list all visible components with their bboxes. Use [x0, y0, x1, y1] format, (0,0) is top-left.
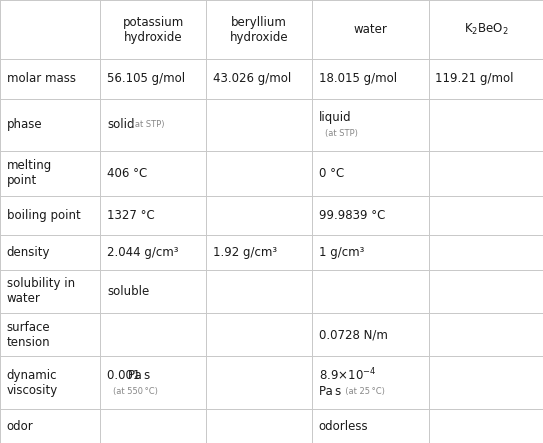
Text: odorless: odorless: [319, 420, 368, 433]
Text: Pa s: Pa s: [319, 385, 341, 398]
Text: (at 550 °C): (at 550 °C): [113, 387, 159, 396]
Text: 119.21 g/mol: 119.21 g/mol: [435, 72, 514, 85]
Text: potassium
hydroxide: potassium hydroxide: [123, 16, 184, 43]
Text: 99.9839 °C: 99.9839 °C: [319, 209, 385, 222]
Text: Pa s: Pa s: [128, 369, 150, 382]
Text: phase: phase: [7, 118, 42, 131]
Text: 0.001: 0.001: [107, 369, 144, 382]
Text: odor: odor: [7, 420, 33, 433]
Text: solid: solid: [107, 118, 135, 131]
Text: K$_2$BeO$_2$: K$_2$BeO$_2$: [464, 22, 508, 37]
Text: boiling point: boiling point: [7, 209, 80, 222]
Text: soluble: soluble: [107, 285, 149, 298]
Text: 0 °C: 0 °C: [319, 167, 344, 180]
Text: (at STP): (at STP): [325, 129, 358, 138]
Text: 1.92 g/cm³: 1.92 g/cm³: [213, 246, 277, 259]
Text: dynamic
viscosity: dynamic viscosity: [7, 369, 58, 397]
Text: solubility in
water: solubility in water: [7, 277, 74, 306]
Text: 1 g/cm³: 1 g/cm³: [319, 246, 364, 259]
Text: density: density: [7, 246, 50, 259]
Text: melting
point: melting point: [7, 159, 52, 187]
Text: (at 25 °C): (at 25 °C): [340, 387, 386, 396]
Text: (at STP): (at STP): [129, 120, 164, 129]
Text: 43.026 g/mol: 43.026 g/mol: [213, 72, 291, 85]
Text: water: water: [353, 23, 388, 36]
Text: surface
tension: surface tension: [7, 321, 50, 349]
Text: 2.044 g/cm³: 2.044 g/cm³: [107, 246, 179, 259]
Text: 1327 °C: 1327 °C: [107, 209, 155, 222]
Text: 56.105 g/mol: 56.105 g/mol: [107, 72, 185, 85]
Text: 406 °C: 406 °C: [107, 167, 147, 180]
Text: 0.0728 N/m: 0.0728 N/m: [319, 328, 388, 341]
Text: beryllium
hydroxide: beryllium hydroxide: [230, 16, 288, 43]
Text: molar mass: molar mass: [7, 72, 75, 85]
Text: liquid: liquid: [319, 111, 351, 124]
Text: 18.015 g/mol: 18.015 g/mol: [319, 72, 397, 85]
Text: 8.9$\times$10$^{-4}$: 8.9$\times$10$^{-4}$: [319, 367, 376, 384]
